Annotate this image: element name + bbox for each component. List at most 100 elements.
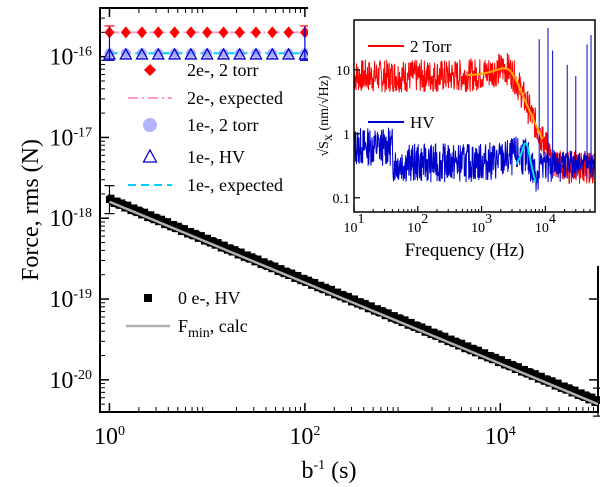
data-point-1e-hv <box>233 47 247 60</box>
data-point-0e <box>277 265 285 273</box>
inset-x-tick-label-base: 10 <box>535 221 549 236</box>
fmin-calc-line <box>108 200 599 406</box>
data-point-0e <box>334 288 342 296</box>
inset-frame <box>353 19 596 213</box>
x-tick-label-base: 10 <box>485 424 509 450</box>
data-point-1e-hv <box>167 47 182 60</box>
y-tick-label-exp: -18 <box>73 206 92 221</box>
inset-y-label-part: (nm/√Hz) <box>317 75 332 134</box>
y-tick-label: 10-18 <box>49 206 92 232</box>
data-point-1e-2torr <box>267 48 278 59</box>
x-tick-label-base: 10 <box>289 424 313 450</box>
legend-fmin-part: , calc <box>210 316 248 336</box>
legend-fmin-part: min <box>188 326 210 341</box>
data-point-0e <box>300 274 308 282</box>
x-tick-label-exp: 2 <box>313 424 320 439</box>
legend-marker-triangle <box>142 148 158 163</box>
inset-x-tick-label-exp: 2 <box>421 212 428 227</box>
x-axis-label: b-1 (s) <box>302 458 357 484</box>
data-point-0e <box>226 244 234 252</box>
data-point-1e-2torr <box>234 48 245 59</box>
data-point-0e <box>447 335 455 343</box>
y-tick-label: 10-16 <box>49 45 92 71</box>
legend-label: 1e-, HV <box>187 147 245 167</box>
data-point-2e <box>283 26 294 39</box>
y-tick-label-base: 10 <box>49 368 73 394</box>
data-point-0e <box>153 214 161 222</box>
inset-y-tick-label: 1 <box>343 128 350 143</box>
legend-marker-square <box>144 294 152 302</box>
data-point-2e <box>153 26 164 39</box>
data-point-0e <box>560 382 568 390</box>
inset-x-tick-label: 103 <box>471 212 492 236</box>
data-point-1e-2torr <box>202 48 213 59</box>
data-point-1e-hv <box>265 47 279 60</box>
data-point-1e-2torr <box>218 48 229 59</box>
x-axis-label-part: b <box>302 458 314 484</box>
data-point-1e-2torr <box>153 48 164 59</box>
data-point-0e <box>187 227 195 235</box>
data-point-1e-hv <box>184 47 198 60</box>
data-point-1e-2torr <box>120 48 131 59</box>
inset-x-tick-label-base: 10 <box>471 221 485 236</box>
data-point-0e <box>390 312 398 320</box>
legend-label-fmin: Fmin, calc <box>178 316 248 341</box>
data-point-1e-hv <box>151 47 165 60</box>
data-point-2e <box>120 26 131 39</box>
inset-y-tick-label: 10 <box>336 64 350 79</box>
y-axis-label: Force, rms (N) <box>18 139 44 281</box>
x-tick-label-exp: 4 <box>509 424 516 439</box>
x-tick-label-base: 10 <box>94 424 118 450</box>
data-point-0e <box>283 268 291 276</box>
data-point-2e <box>185 26 196 39</box>
fit-hv <box>515 142 537 183</box>
y-tick-label: 10-20 <box>49 368 92 394</box>
data-point-0e <box>260 258 268 266</box>
inset-legend-hv: HV <box>410 113 435 132</box>
inset-x-tick-label: 102 <box>407 212 428 236</box>
inset-y-label-part: √S <box>317 141 332 156</box>
series-top-group <box>102 25 312 61</box>
data-point-1e-2torr <box>169 48 180 59</box>
legend-fmin-part: F <box>178 316 188 336</box>
x-axis-label-part: (s) <box>325 458 356 484</box>
legend-label: 2e-, 2 torr <box>187 60 258 80</box>
data-point-0e <box>413 322 421 330</box>
y-tick-label-base: 10 <box>49 45 73 71</box>
data-point-1e-2torr <box>283 48 294 59</box>
data-point-0e <box>203 234 211 242</box>
legend-label: 1e-, expected <box>187 175 283 195</box>
y-tick-label-exp: -17 <box>73 125 92 140</box>
x-tick-label: 100 <box>94 424 125 450</box>
data-point-1e-hv <box>249 47 263 60</box>
y-tick-label-exp: -16 <box>73 45 92 60</box>
x-tick-label: 104 <box>485 424 516 450</box>
y-tick-label-exp: -20 <box>73 368 92 383</box>
data-point-1e-2torr <box>250 48 261 59</box>
inset-x-tick-label-exp: 4 <box>549 212 556 227</box>
inset-legend-2torr: 2 Torr <box>410 37 452 56</box>
data-point-1e-hv <box>216 47 231 60</box>
legend: 2e-, 2 torr 2e-, expected 1e-, 2 torr 1e-, … <box>126 60 283 341</box>
data-point-2e <box>136 26 147 39</box>
legend-label: 1e-, 2 torr <box>187 115 258 135</box>
y-tick-label: 10-19 <box>49 287 92 313</box>
data-point-2e <box>250 26 261 39</box>
data-point-2e <box>267 26 278 39</box>
data-point-0e <box>520 365 528 373</box>
y-tick-label-base: 10 <box>49 287 73 313</box>
inset-y-axis-label: √Sx (nm/√Hz) <box>317 75 336 156</box>
y-tick-label-base: 10 <box>49 125 73 151</box>
legend-label: 0 e-, HV <box>178 288 240 308</box>
data-point-2e <box>234 26 245 39</box>
data-point-0e <box>113 197 121 205</box>
data-point-2e <box>202 26 213 39</box>
data-point-0e <box>373 305 381 313</box>
data-point-2e <box>218 26 229 39</box>
data-point-0e <box>130 204 138 212</box>
data-point-1e-2torr <box>136 48 147 59</box>
inset-x-tick-label-base: 10 <box>407 221 421 236</box>
data-point-0e <box>594 396 600 404</box>
data-point-0e <box>243 251 251 259</box>
